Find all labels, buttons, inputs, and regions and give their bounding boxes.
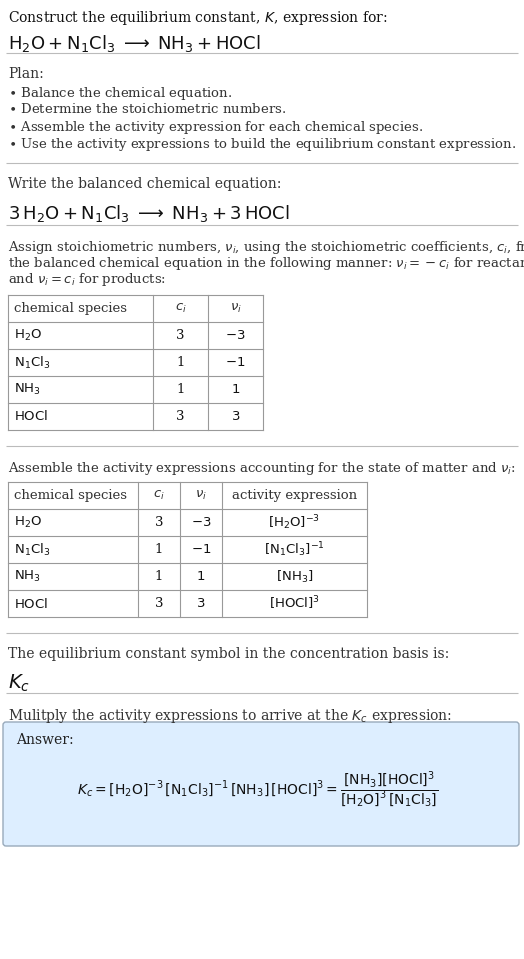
Text: chemical species: chemical species	[14, 302, 127, 315]
Text: activity expression: activity expression	[232, 489, 357, 502]
Text: $\bullet$ Determine the stoichiometric numbers.: $\bullet$ Determine the stoichiometric n…	[8, 102, 286, 116]
Text: $\mathrm{H_2O}$: $\mathrm{H_2O}$	[14, 515, 42, 530]
Text: $3$: $3$	[196, 597, 206, 610]
Text: $\mathrm{N_1Cl_3}$: $\mathrm{N_1Cl_3}$	[14, 355, 50, 370]
Text: $[\mathrm{N_1Cl_3}]^{-1}$: $[\mathrm{N_1Cl_3}]^{-1}$	[264, 540, 325, 559]
Text: $-3$: $-3$	[191, 516, 211, 529]
Text: $\nu_i$: $\nu_i$	[195, 489, 207, 503]
Text: Plan:: Plan:	[8, 67, 43, 81]
Text: $c_i$: $c_i$	[153, 489, 165, 503]
Text: 3: 3	[155, 597, 163, 610]
Text: Mulitply the activity expressions to arrive at the $K_c$ expression:: Mulitply the activity expressions to arr…	[8, 707, 452, 725]
Bar	[8, 482, 367, 617]
Text: Write the balanced chemical equation:: Write the balanced chemical equation:	[8, 177, 281, 191]
Text: $1$: $1$	[231, 383, 240, 396]
Text: $\bullet$ Use the activity expressions to build the equilibrium constant express: $\bullet$ Use the activity expressions t…	[8, 136, 516, 153]
Text: $\bullet$ Balance the chemical equation.: $\bullet$ Balance the chemical equation.	[8, 85, 233, 102]
Text: $\mathrm{3\,H_2O + N_1Cl_3 \;\longrightarrow\; NH_3 + 3\,HOCl}$: $\mathrm{3\,H_2O + N_1Cl_3 \;\longrighta…	[8, 203, 290, 224]
Text: Construct the equilibrium constant, $K$, expression for:: Construct the equilibrium constant, $K$,…	[8, 9, 388, 27]
Text: 3: 3	[155, 516, 163, 529]
Text: 1: 1	[155, 570, 163, 583]
Text: $c_i$: $c_i$	[174, 302, 187, 316]
Text: chemical species: chemical species	[14, 489, 127, 502]
Text: the balanced chemical equation in the following manner: $\nu_i = -c_i$ for react: the balanced chemical equation in the fo…	[8, 255, 524, 272]
Text: $\nu_i$: $\nu_i$	[230, 302, 242, 316]
Text: $-1$: $-1$	[191, 543, 211, 556]
Text: $\mathrm{NH_3}$: $\mathrm{NH_3}$	[14, 382, 41, 397]
FancyBboxPatch shape	[3, 722, 519, 846]
Text: 1: 1	[176, 356, 184, 369]
Text: and $\nu_i = c_i$ for products:: and $\nu_i = c_i$ for products:	[8, 271, 166, 288]
Text: $\mathrm{HOCl}$: $\mathrm{HOCl}$	[14, 409, 48, 424]
Text: The equilibrium constant symbol in the concentration basis is:: The equilibrium constant symbol in the c…	[8, 647, 449, 661]
Text: 3: 3	[176, 410, 185, 423]
Text: $\mathrm{N_1Cl_3}$: $\mathrm{N_1Cl_3}$	[14, 542, 50, 557]
Text: Answer:: Answer:	[16, 733, 74, 747]
Text: $\mathrm{H_2O + N_1Cl_3 \;\longrightarrow\; NH_3 + HOCl}$: $\mathrm{H_2O + N_1Cl_3 \;\longrightarro…	[8, 33, 261, 54]
Text: 3: 3	[176, 329, 185, 342]
Text: $[\mathrm{H_2O}]^{-3}$: $[\mathrm{H_2O}]^{-3}$	[268, 513, 321, 532]
Text: $3$: $3$	[231, 410, 240, 423]
Text: $[\mathrm{NH_3}]$: $[\mathrm{NH_3}]$	[276, 569, 313, 585]
Text: $K_c$: $K_c$	[8, 673, 30, 694]
Text: $1$: $1$	[196, 570, 205, 583]
Text: 1: 1	[176, 383, 184, 396]
Text: $\mathrm{H_2O}$: $\mathrm{H_2O}$	[14, 328, 42, 343]
Bar	[8, 295, 263, 430]
Text: $\mathrm{HOCl}$: $\mathrm{HOCl}$	[14, 596, 48, 611]
Text: $-3$: $-3$	[225, 329, 246, 342]
Text: $\mathrm{NH_3}$: $\mathrm{NH_3}$	[14, 569, 41, 584]
Text: $\bullet$ Assemble the activity expression for each chemical species.: $\bullet$ Assemble the activity expressi…	[8, 119, 423, 136]
Text: $-1$: $-1$	[225, 356, 246, 369]
Text: $[\mathrm{HOCl}]^3$: $[\mathrm{HOCl}]^3$	[269, 595, 320, 612]
Text: $K_c = [\mathrm{H_2O}]^{-3}\,[\mathrm{N_1Cl_3}]^{-1}\,[\mathrm{NH_3}]\,[\mathrm{: $K_c = [\mathrm{H_2O}]^{-3}\,[\mathrm{N_…	[78, 770, 439, 810]
Text: Assign stoichiometric numbers, $\nu_i$, using the stoichiometric coefficients, $: Assign stoichiometric numbers, $\nu_i$, …	[8, 239, 524, 256]
Text: 1: 1	[155, 543, 163, 556]
Text: Assemble the activity expressions accounting for the state of matter and $\nu_i$: Assemble the activity expressions accoun…	[8, 460, 516, 477]
